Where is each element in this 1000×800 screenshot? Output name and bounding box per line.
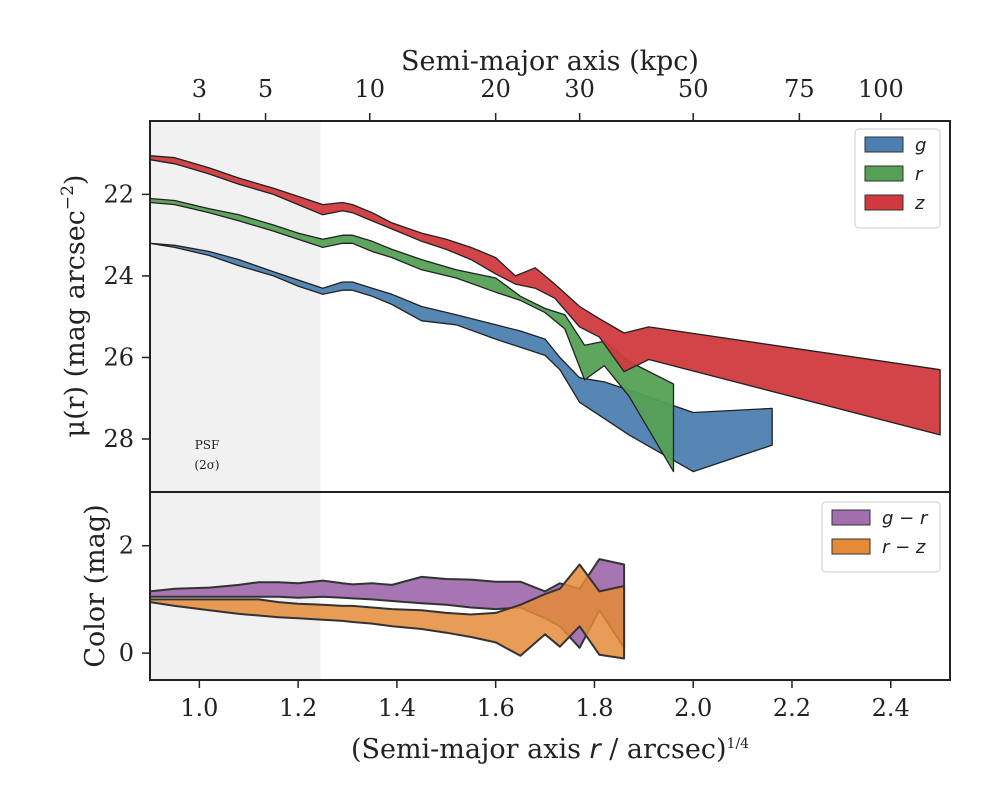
band-g — [149, 242, 773, 473]
top-tick-label: 50 — [678, 75, 709, 103]
psf-label-line1: PSF — [195, 438, 220, 452]
bottom-tick-label: 1.0 — [180, 694, 218, 722]
bottom-tick-label: 1.2 — [279, 694, 317, 722]
lower-y-axis-ticks: 02 — [119, 532, 150, 667]
upper-y-axis-label: μ(r) (mag arcsec−2) — [58, 175, 91, 438]
bottom-tick-label: 2.2 — [773, 694, 811, 722]
bottom-axis-label: (Semi-major axis r / arcsec)1/4 — [351, 734, 749, 765]
top-tick-label: 20 — [480, 75, 511, 103]
legend-label: g − r — [882, 508, 929, 529]
band-r — [149, 197, 675, 473]
top-tick-label: 100 — [858, 75, 904, 103]
legend-label: z — [914, 193, 925, 214]
bottom-tick-label: 2.0 — [674, 694, 712, 722]
legend-label: r — [915, 164, 924, 185]
upper-ytick-label: 28 — [103, 425, 134, 453]
lower-ytick-label: 0 — [119, 639, 134, 667]
upper-ylabel-sup: −2 — [58, 185, 78, 210]
lower-panel-frame — [149, 491, 951, 681]
band-r-minus-z — [149, 563, 626, 660]
bottom-tick-label: 2.4 — [872, 694, 910, 722]
legend-swatch — [864, 136, 904, 153]
top-tick-label: 3 — [192, 75, 207, 103]
bottom-axis-ticks: 1.0 1.2 1.4 1.6 1.8 2.0 2.2 2.4 — [180, 680, 910, 722]
upper-legend: grz — [854, 128, 941, 229]
color-bands — [149, 558, 626, 660]
psf-label-line2: (2σ) — [194, 458, 219, 472]
top-tick-label: 30 — [564, 75, 595, 103]
upper-ylabel-main: μ(r) (mag arcsec — [60, 210, 91, 437]
upper-y-axis-ticks: 22 24 26 28 — [103, 180, 150, 453]
top-tick-label: 10 — [354, 75, 385, 103]
band-z — [149, 155, 941, 436]
lower-ytick-label: 2 — [119, 532, 134, 560]
top-tick-label: 75 — [784, 75, 815, 103]
top-axis-label: Semi-major axis (kpc) — [401, 46, 699, 77]
bottom-tick-label: 1.4 — [378, 694, 416, 722]
top-tick-label: 5 — [258, 75, 273, 103]
legend-swatch — [864, 165, 904, 182]
top-axis-ticks: 3 5 10 20 30 50 75 100 — [192, 75, 904, 121]
upper-ytick-label: 22 — [103, 180, 134, 208]
legend-swatch — [831, 509, 871, 526]
legend-swatch — [831, 538, 871, 555]
legend-label: g — [915, 135, 926, 156]
legend-label: r − z — [882, 537, 926, 558]
lower-legend: g − r r − z — [821, 501, 941, 573]
bottom-tick-label: 1.6 — [477, 694, 515, 722]
lower-y-axis-label: Color (mag) — [80, 504, 111, 667]
surface-brightness-bands — [149, 155, 941, 473]
upper-ylabel-close: ) — [60, 175, 91, 186]
upper-ytick-label: 24 — [103, 262, 134, 290]
bottom-tick-label: 1.8 — [575, 694, 613, 722]
upper-ytick-label: 26 — [103, 343, 134, 371]
legend-swatch — [864, 194, 904, 211]
